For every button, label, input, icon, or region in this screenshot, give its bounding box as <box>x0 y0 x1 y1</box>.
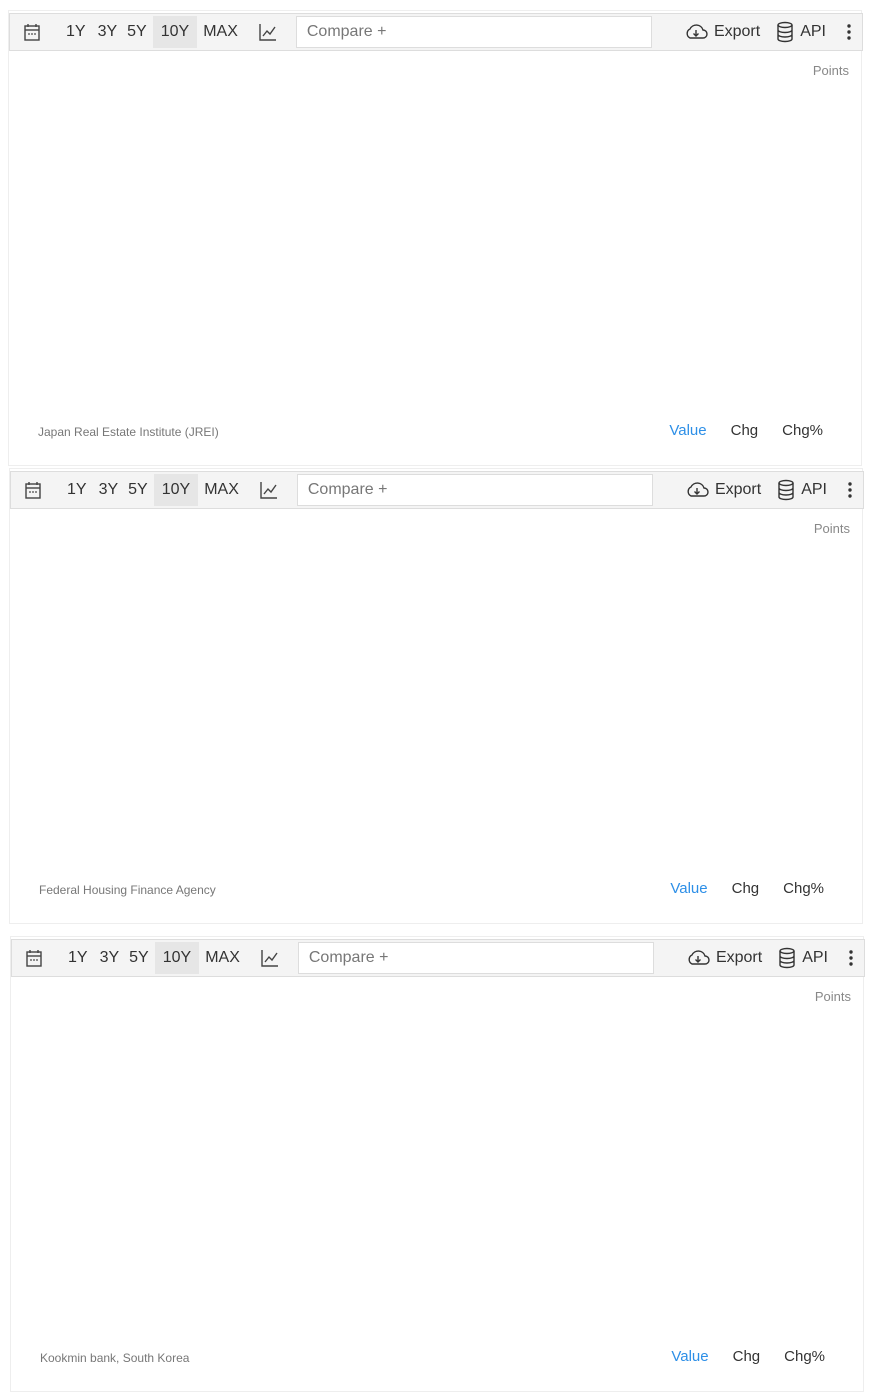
range-max[interactable]: MAX <box>205 949 240 966</box>
range-1y[interactable]: 1Y <box>66 23 86 40</box>
calendar-icon[interactable]: 2016201720182019202020212022202320242025… <box>16 942 52 974</box>
chart-toolbar: 2015201620172018201920202021202220232024… <box>10 471 864 509</box>
api-button[interactable]: API <box>800 23 826 40</box>
mode-tab-chg[interactable]: Chg <box>731 880 760 897</box>
mode-tabs: Value Chg Chg% <box>670 880 824 897</box>
export-button[interactable]: Export <box>713 23 761 40</box>
range-5y[interactable]: 5Y <box>128 481 148 498</box>
mode-tab-value[interactable]: Value <box>670 880 708 897</box>
mode-tab-chg-pct[interactable]: Chg% <box>784 1348 825 1365</box>
chart-type-icon[interactable] <box>250 16 286 48</box>
range-3y[interactable]: 3Y <box>99 949 120 966</box>
export-button[interactable]: Export <box>714 481 762 498</box>
line-chart <box>10 469 864 869</box>
line-chart <box>11 937 865 1337</box>
more-options-icon[interactable] <box>846 23 852 41</box>
mode-tab-value[interactable]: Value <box>671 1348 709 1365</box>
range-max[interactable]: MAX <box>204 481 239 498</box>
database-icon[interactable] <box>777 479 795 501</box>
unit-label: Points <box>814 989 851 1004</box>
chart-panel: 2015201620172018201920202021202220232024… <box>9 468 864 924</box>
compare-input[interactable]: Compare + <box>296 474 653 506</box>
source-label[interactable]: Federal Housing Finance Agency <box>39 883 216 897</box>
mode-tab-value[interactable]: Value <box>669 422 707 439</box>
cloud-download-icon[interactable] <box>685 480 709 500</box>
range-3y[interactable]: 3Y <box>98 481 119 498</box>
more-options-icon[interactable] <box>847 481 853 499</box>
source-label[interactable]: Kookmin bank, South Korea <box>40 1351 190 1365</box>
line-chart <box>9 11 863 411</box>
range-5y[interactable]: 5Y <box>127 23 147 40</box>
mode-tab-chg[interactable]: Chg <box>730 422 759 439</box>
mode-tab-chg-pct[interactable]: Chg% <box>783 880 824 897</box>
unit-label: Points <box>812 63 849 78</box>
database-icon[interactable] <box>778 947 796 969</box>
range-3y[interactable]: 3Y <box>97 23 118 40</box>
chart-toolbar: 2016201720182019202020212022202320242025… <box>11 939 865 977</box>
chart-type-icon[interactable] <box>252 942 288 974</box>
chart-type-icon[interactable] <box>251 474 287 506</box>
range-10y[interactable]: 10Y <box>152 16 198 48</box>
mode-tabs: Value Chg Chg% <box>671 1348 825 1365</box>
range-max[interactable]: MAX <box>203 23 238 40</box>
cloud-download-icon[interactable] <box>686 948 710 968</box>
mode-tab-chg[interactable]: Chg <box>732 1348 761 1365</box>
chart-panel: 2016201720182019202020212022202320242025… <box>10 936 865 1392</box>
cloud-download-icon[interactable] <box>684 22 708 42</box>
range-5y[interactable]: 5Y <box>129 949 149 966</box>
chart-toolbar: 2015201620172018201920202021202220232024… <box>9 13 863 51</box>
calendar-icon[interactable]: 2015201620172018201920202021202220232024… <box>14 16 50 48</box>
range-1y[interactable]: 1Y <box>67 481 87 498</box>
compare-input[interactable]: Compare + <box>297 942 654 974</box>
source-label[interactable]: Japan Real Estate Institute (JREI) <box>38 425 219 439</box>
mode-tabs: Value Chg Chg% <box>669 422 823 439</box>
range-10y[interactable]: 10Y <box>153 474 199 506</box>
mode-tab-chg-pct[interactable]: Chg% <box>782 422 823 439</box>
range-10y[interactable]: 10Y <box>154 942 200 974</box>
api-button[interactable]: API <box>802 949 828 966</box>
compare-input[interactable]: Compare + <box>295 16 652 48</box>
more-options-icon[interactable] <box>848 949 854 967</box>
unit-label: Points <box>813 521 850 536</box>
range-1y[interactable]: 1Y <box>68 949 88 966</box>
chart-panel: 2015201620172018201920202021202220232024… <box>8 10 863 466</box>
database-icon[interactable] <box>776 21 794 43</box>
calendar-icon[interactable]: 2015201620172018201920202021202220232024… <box>15 474 51 506</box>
api-button[interactable]: API <box>801 481 827 498</box>
export-button[interactable]: Export <box>715 949 763 966</box>
